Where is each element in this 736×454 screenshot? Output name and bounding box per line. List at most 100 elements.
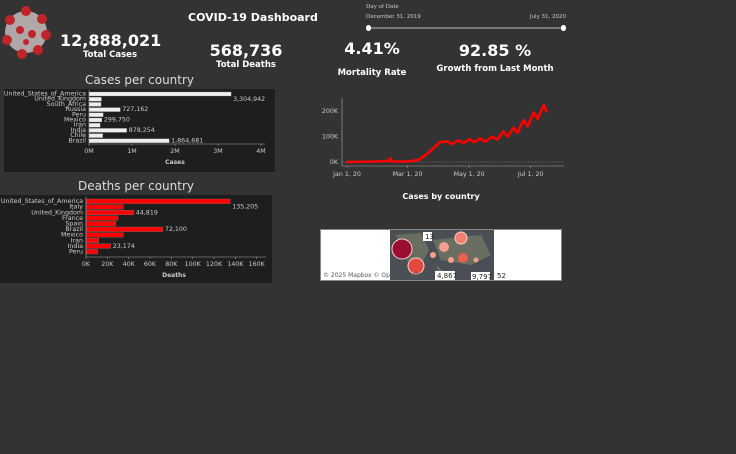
bar <box>85 204 124 210</box>
x-tick-label: 160K <box>249 261 266 268</box>
x-tick-label: 2M <box>170 148 179 155</box>
date-start: December 31, 2019 <box>366 14 421 20</box>
bar <box>88 97 102 102</box>
y-tick-label: 200K <box>322 108 339 115</box>
deaths-chart-panel: United_States_of_America 135,205 Italy Unit… <box>0 195 272 283</box>
x-tick-label: 140K <box>227 261 244 268</box>
bar <box>88 123 101 128</box>
bar-value-label: 72,100 <box>165 226 187 233</box>
y-tick-label: 100K <box>322 134 339 141</box>
map-label: 13 <box>425 233 434 241</box>
dashboard-title: COVID-19 Dashboard <box>188 11 318 24</box>
map-attribution[interactable]: © 2025 Mapbox © OpenStreetMap <box>323 272 429 279</box>
daily-cases-line <box>345 103 549 164</box>
x-tick-label: 4M <box>256 148 265 155</box>
x-tick-label: May 1, 20 <box>454 171 485 178</box>
bar-category-label: India <box>68 243 84 250</box>
bar-category-label: Spain <box>65 221 83 228</box>
total-cases-value: 12,888,021 <box>60 31 162 50</box>
map-bubble[interactable] <box>458 253 468 263</box>
bar-category-label: Brazil <box>68 137 86 144</box>
bar-category-label: Peru <box>69 249 83 256</box>
bar-category-label: Iran <box>74 122 86 129</box>
x-tick-label: 20K <box>101 261 114 268</box>
map-bubble[interactable] <box>407 257 425 275</box>
bar <box>85 226 164 232</box>
kpi-growth: 92.85 % Growth from Last Month <box>430 41 560 74</box>
bar-category-label: India <box>71 127 87 134</box>
bar-category-label: Italy <box>69 204 83 211</box>
bar <box>85 232 124 238</box>
cases-chart-panel: United_States_of_America 3,304,942 United_… <box>4 89 275 172</box>
bar-category-label: United_Kingdom <box>31 209 83 216</box>
bar-value-label: 3,304,942 <box>233 96 265 103</box>
bar-value-label: 44,819 <box>136 209 158 216</box>
bar-category-label: United_States_of_America <box>1 198 83 205</box>
x-tick-label: Mar 1, 20 <box>393 171 423 178</box>
bar-category-label: Mexico <box>64 117 86 124</box>
date-filter-title: Day of Date <box>366 4 399 10</box>
mortality-value: 4.41% <box>344 39 400 58</box>
bar-category-label: United_States_of_America <box>4 91 86 98</box>
bar <box>85 198 231 204</box>
bar <box>88 102 102 107</box>
bar-category-label: Mexico <box>61 232 83 239</box>
map-bubble[interactable] <box>391 238 413 260</box>
bar <box>85 215 119 221</box>
growth-value: 92.85 % <box>458 41 532 60</box>
bar <box>85 210 134 215</box>
x-tick-label: 120K <box>206 261 223 268</box>
bar-value-label: 878,254 <box>129 127 155 134</box>
bar <box>88 128 127 133</box>
bar-value-label: 299,750 <box>104 117 130 124</box>
x-tick-label: 100K <box>185 261 202 268</box>
bar-value-label: 135,205 <box>232 204 258 211</box>
bar-category-label: United_Kingdom <box>34 96 86 103</box>
x-tick-label: 1M <box>127 148 136 155</box>
x-tick-label: 80K <box>165 261 178 268</box>
bar <box>88 133 103 138</box>
mortality-label: Mortality Rate <box>337 68 407 78</box>
total-deaths-value: 568,736 <box>209 41 283 60</box>
x-tick-label: 60K <box>144 261 157 268</box>
daily-cases-line-chart: 0K 100K 200K Jan 1, 20 Mar 1, 20 May 1, 20 Jul… <box>316 96 566 186</box>
y-tick-label: 0K <box>330 159 339 166</box>
bar-category-label: Iran <box>71 237 83 244</box>
bar-value-label: 1,864,681 <box>171 137 203 144</box>
map-label: 9,797 <box>472 273 492 281</box>
cases-map[interactable]: 13 4,867 9,797 52 © 2025 Mapbox © OpenSt… <box>320 229 562 281</box>
bar-category-label: France <box>62 215 83 222</box>
x-tick-label: Jul 1, 20 <box>517 171 544 178</box>
bar-value-label: 727,162 <box>122 106 148 113</box>
map-title: Cases by country <box>402 192 480 201</box>
x-tick-label: 3M <box>213 148 222 155</box>
bar <box>88 112 104 117</box>
bar-category-label: Brazil <box>65 226 83 233</box>
bar <box>85 221 117 227</box>
slider-handle-start[interactable] <box>366 25 371 31</box>
date-end: July 31, 2020 <box>529 14 566 20</box>
bar <box>88 138 170 143</box>
bar-category-label: Peru <box>72 111 86 118</box>
bar <box>85 243 111 249</box>
map-label: 52 <box>497 272 506 280</box>
deaths-per-country-title: Deaths per country <box>78 179 194 193</box>
total-deaths-label: Total Deaths <box>216 60 276 70</box>
slider-handle-end[interactable] <box>561 25 566 31</box>
x-tick-label: Jan 1, 20 <box>332 171 361 178</box>
deaths-bar-chart: United_States_of_America 135,205 ItalyUnit… <box>1 197 266 279</box>
bar <box>85 238 99 243</box>
x-axis-title: Deaths <box>162 272 186 279</box>
bar-category-label: Russia <box>66 106 86 113</box>
kpi-mortality: 4.41% Mortality Rate <box>322 39 422 78</box>
bar <box>85 249 98 255</box>
date-range-slider[interactable] <box>366 24 566 32</box>
x-axis-title: Cases <box>165 159 185 166</box>
map-bubble[interactable] <box>454 231 468 245</box>
total-cases-label: Total Cases <box>82 50 138 60</box>
x-tick-label: 0K <box>82 261 91 268</box>
map-bubble[interactable] <box>439 242 449 252</box>
bar <box>88 107 121 112</box>
map-label: 4,867 <box>437 272 457 280</box>
growth-label: Growth from Last Month <box>436 64 554 74</box>
